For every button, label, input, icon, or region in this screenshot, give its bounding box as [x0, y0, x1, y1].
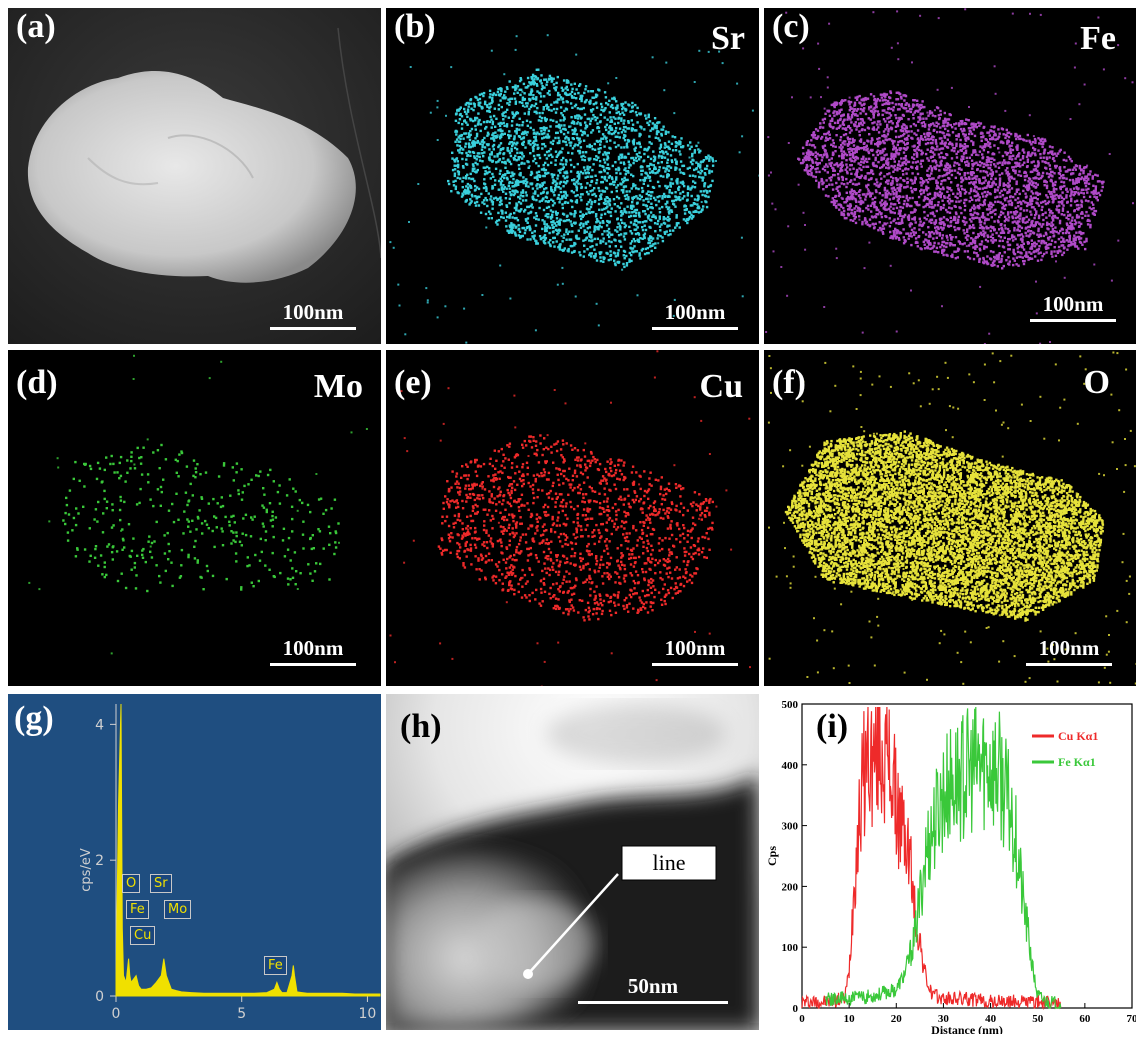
panel-label: (e): [394, 364, 432, 401]
line-label-box: [621, 845, 717, 881]
element-label: O: [1083, 364, 1110, 401]
peak-label-o: O: [122, 874, 141, 893]
x-axis-label: Distance (nm): [931, 1023, 1003, 1034]
x-tick-label: 0: [799, 1013, 805, 1025]
x-tick-label: 50: [1032, 1013, 1044, 1025]
panel-e: (e) Cu 100nm: [386, 350, 759, 686]
particle-shape: [27, 70, 356, 283]
element-map-mo: [8, 350, 381, 686]
series-line-0: [801, 706, 1062, 1011]
legend-label-1: Fe Kα1: [1058, 755, 1096, 769]
line-annotation: line: [652, 850, 686, 875]
panel-label: (h): [400, 708, 442, 745]
peak-label-fe-high: Fe: [264, 956, 287, 975]
x-tick-label: 40: [985, 1013, 997, 1025]
y-tick-label: 400: [782, 760, 799, 772]
x-tick-label: 30: [938, 1013, 950, 1025]
x-tick-label: 20: [891, 1013, 903, 1025]
panel-label: (f): [772, 364, 806, 401]
line-profile-chart: 0 100 200 300 400 500 0 10 20 30 40 50 60 70 Distance …: [765, 699, 1136, 1034]
y-tick-label: 300: [782, 821, 799, 833]
x-tick-label: 10: [844, 1013, 856, 1025]
peak-label-mo: Mo: [164, 900, 192, 919]
panel-f: (f) O 100nm: [764, 350, 1136, 686]
element-map-cu: [386, 350, 759, 686]
element-map-o: [764, 350, 1136, 686]
panel-label: (c): [772, 8, 810, 45]
element-label: Cu: [699, 368, 743, 405]
panel-c: (c) Fe 100nm: [764, 8, 1136, 344]
y-tick-label: 4: [95, 717, 104, 733]
x-tick-label: 0: [112, 1006, 121, 1022]
y-axis-label: Cps: [765, 846, 779, 866]
panel-h: (h) line 50nm: [386, 694, 759, 1030]
scale-bar: 100nm: [270, 300, 356, 330]
element-label: Sr: [711, 20, 745, 57]
y-tick-label: 2: [95, 853, 104, 869]
element-label: Fe: [1080, 20, 1116, 57]
element-map-sr: [386, 8, 759, 344]
panel-g: 0 2 4 0 5 10 cps/eV (g) O Sr Fe Mo Cu Fe: [8, 694, 381, 1030]
scale-bar: 100nm: [270, 636, 356, 666]
x-tick-label: 5: [237, 1006, 246, 1022]
line-start-dot: [523, 969, 533, 979]
scale-bar: 100nm: [1026, 636, 1112, 666]
element-label: Mo: [313, 368, 363, 405]
panel-a: (a) 100nm: [8, 8, 381, 344]
panel-label: (g): [14, 700, 54, 737]
y-tick-label: 0: [793, 1003, 799, 1015]
y-tick-label: 0: [95, 989, 104, 1005]
tem-image-h: [386, 694, 759, 1030]
scale-bar: 100nm: [1030, 292, 1116, 322]
y-tick-label: 200: [782, 881, 799, 893]
y-tick-label: 100: [782, 942, 799, 954]
x-tick-label: 70: [1127, 1013, 1136, 1025]
panel-b: (b) Sr 100nm: [386, 8, 759, 344]
scale-bar: 50nm: [578, 974, 728, 1004]
scale-bar: 100nm: [652, 300, 738, 330]
y-tick-label: 500: [782, 699, 799, 711]
peak-label-sr: Sr: [150, 874, 172, 893]
eds-spectrum-chart: 0 2 4 0 5 10 cps/eV: [79, 703, 381, 1022]
series-line-1: [825, 706, 1062, 1010]
peak-label-cu: Cu: [130, 926, 156, 945]
x-tick-label: 10: [359, 1006, 377, 1022]
panel-label: (d): [16, 364, 58, 401]
panel-label: (a): [16, 8, 56, 45]
panel-label: (i): [816, 708, 849, 745]
line-scan-path: [527, 873, 619, 975]
spectrum-series: [115, 703, 381, 997]
element-map-fe: [764, 8, 1136, 344]
plot-frame: [801, 703, 1133, 1009]
y-axis-label: cps/eV: [79, 848, 94, 892]
scale-bar: 100nm: [652, 636, 738, 666]
panel-i: 0 100 200 300 400 500 0 10 20 30 40 50 60 70 Distance …: [764, 694, 1136, 1034]
peak-label-fe-low: Fe: [126, 900, 149, 919]
x-tick-label: 60: [1079, 1013, 1091, 1025]
panel-label: (b): [394, 8, 436, 45]
panel-d: (d) Mo 100nm: [8, 350, 381, 686]
legend-label-0: Cu Kα1: [1058, 729, 1098, 743]
sem-image-a: [8, 8, 381, 344]
